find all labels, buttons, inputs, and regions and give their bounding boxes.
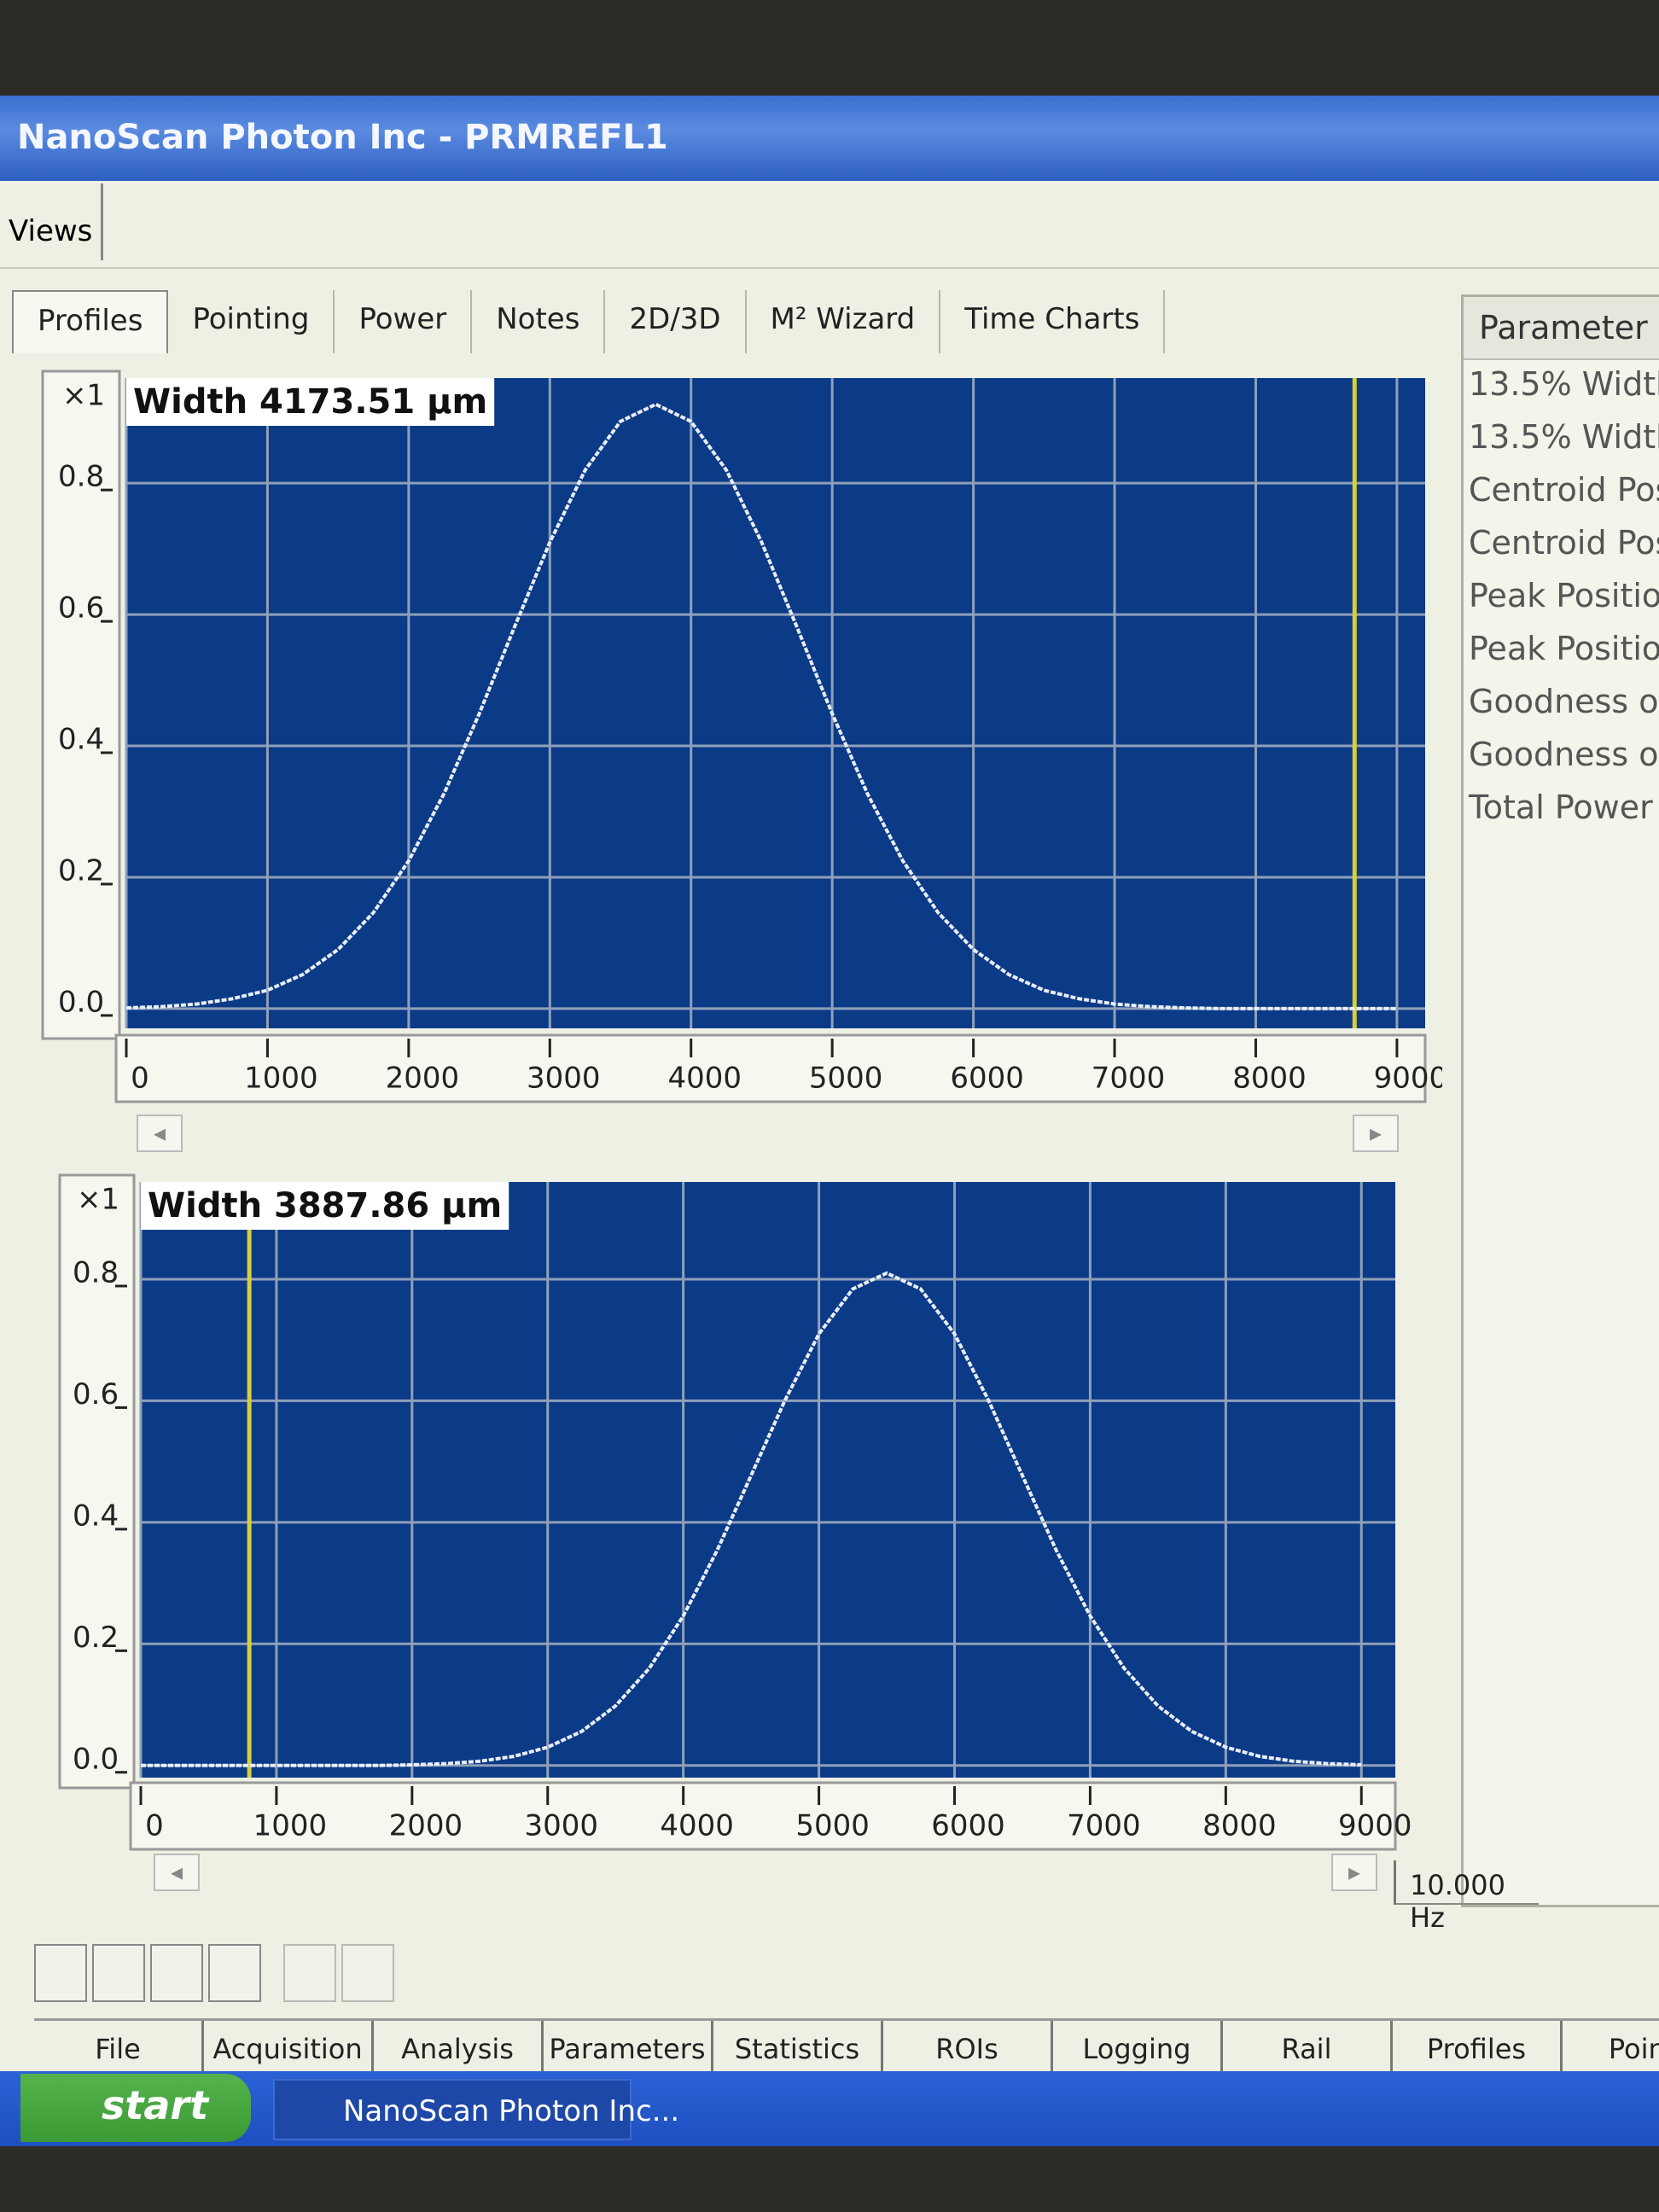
- menu-bar: Views: [0, 183, 1659, 269]
- profile-chart: ×1 0.0 0.2 0.4 0.6 0.8 0 1000 2000 3000 4000 5000 60…: [41, 370, 1442, 1103]
- bottom-tab[interactable]: ROIs: [883, 2021, 1053, 2071]
- x-axis-strip: [129, 1781, 1397, 1851]
- x-tick-label: 7000: [1067, 1809, 1141, 1843]
- bottom-tab[interactable]: Pointi: [1563, 2021, 1659, 2071]
- y-tick-label: 0.6: [73, 1377, 119, 1412]
- menu-item[interactable]: Views: [0, 183, 104, 260]
- bottom-tab[interactable]: Rail: [1223, 2021, 1393, 2071]
- tab[interactable]: Profiles: [12, 290, 169, 353]
- save-button[interactable]: [150, 1944, 203, 2002]
- play-button[interactable]: [341, 1944, 394, 2002]
- parameter-row: Peak Positio: [1469, 577, 1659, 614]
- bottom-tab[interactable]: Analysis: [374, 2021, 544, 2071]
- annotation: Width 3887.86 µm: [148, 1186, 502, 1225]
- x-axis-strip: [114, 1033, 1427, 1103]
- x-tick-label: 2000: [389, 1809, 463, 1843]
- x-tick-label: 2000: [386, 1062, 460, 1096]
- start-button[interactable]: start: [20, 2074, 251, 2142]
- x-tick-label: 4000: [667, 1062, 742, 1096]
- tab[interactable]: Power: [335, 290, 473, 353]
- plot-area: [126, 378, 1425, 1028]
- y-tick-label: 0.4: [58, 723, 104, 757]
- x-tick-label: 0: [131, 1062, 149, 1096]
- bottom-tab[interactable]: Statistics: [713, 2021, 883, 2071]
- open-button[interactable]: [92, 1944, 145, 2002]
- bottom-tabs: File Acquisition Analysis Parameters Statist…: [34, 2018, 1659, 2071]
- x-tick-label: 3000: [527, 1062, 601, 1096]
- scroll-left[interactable]: ◂: [137, 1115, 183, 1152]
- y-tick-label: 0.2: [58, 853, 104, 888]
- parameter-row: 13.5% Width: [1469, 365, 1659, 403]
- window-title: NanoScan Photon Inc - PRMREFL1: [0, 96, 1659, 181]
- profile-curve: [125, 402, 1397, 1010]
- bottom-tab[interactable]: Logging: [1053, 2021, 1223, 2071]
- scroll-right[interactable]: ▸: [1331, 1854, 1377, 1891]
- scroll-right[interactable]: ▸: [1353, 1115, 1399, 1152]
- x-tick-label: 4000: [660, 1809, 734, 1843]
- y-tick-label: 0.8: [73, 1255, 119, 1289]
- tab[interactable]: Pointing: [168, 290, 335, 353]
- tab[interactable]: 2D/3D: [605, 290, 747, 353]
- x-tick-label: 0: [145, 1809, 164, 1843]
- x-tick-label: 1000: [244, 1062, 318, 1096]
- annotation: Width 4173.51 µm: [133, 382, 487, 422]
- rate-display: 10.000 Hz: [1394, 1860, 1539, 1934]
- y-tick-label: 0.4: [73, 1499, 119, 1533]
- tab[interactable]: M² Wizard: [747, 290, 941, 353]
- parameter-row: Centroid Pos: [1469, 471, 1659, 509]
- panel-header: Parameter: [1464, 297, 1659, 360]
- y-tick-label: 0.2: [73, 1621, 119, 1655]
- parameter-row: Goodness of: [1469, 683, 1659, 720]
- y-axis-strip: [58, 1173, 136, 1790]
- new-button[interactable]: [34, 1944, 87, 2002]
- y-tick-label: 0.0: [58, 985, 104, 1019]
- x-tick-label: 8000: [1232, 1062, 1307, 1096]
- y-tick-label: 0.0: [73, 1742, 119, 1776]
- x-tick-label: 7000: [1091, 1062, 1166, 1096]
- x-tick-label: 9000: [1374, 1062, 1442, 1096]
- parameter-row: Peak Positio: [1469, 630, 1659, 667]
- print-button[interactable]: [208, 1944, 261, 2002]
- y-tick-label: 0.6: [58, 591, 104, 626]
- task-button[interactable]: NanoScan Photon Inc...: [273, 2079, 679, 2140]
- copy-button[interactable]: [283, 1944, 336, 2002]
- x-tick-label: 5000: [795, 1809, 870, 1843]
- bottom-tab[interactable]: File: [34, 2021, 204, 2071]
- parameter-row: Centroid Pos: [1469, 524, 1659, 562]
- bottom-tab[interactable]: Profiles: [1393, 2021, 1563, 2071]
- x-tick-label: 1000: [253, 1809, 328, 1843]
- plot-area: [141, 1182, 1395, 1778]
- x-tick-label: 5000: [809, 1062, 883, 1096]
- scale-label: ×1: [62, 379, 105, 413]
- parameter-row: Total Power [: [1469, 789, 1659, 826]
- tab[interactable]: Notes: [472, 290, 606, 353]
- bottom-tab[interactable]: Acquisition: [204, 2021, 374, 2071]
- bottom-tab[interactable]: Parameters: [544, 2021, 713, 2071]
- tab-bar: Profiles Pointing Power Notes 2D/3D M² Wizard…: [12, 290, 1166, 353]
- parameter-row: 13.5% Width: [1469, 418, 1659, 456]
- profile-chart: ×1 0.0 0.2 0.4 0.6 0.8 0 1000 2000 3000 4000 5000 60…: [58, 1173, 1412, 1851]
- x-tick-label: 3000: [524, 1809, 598, 1843]
- x-tick-label: 9000: [1338, 1809, 1412, 1843]
- scroll-left[interactable]: ◂: [154, 1854, 200, 1891]
- x-tick-label: 6000: [931, 1809, 1005, 1843]
- x-tick-label: 6000: [950, 1062, 1024, 1096]
- scale-label: ×1: [77, 1183, 119, 1217]
- bezel: [0, 2146, 1659, 2212]
- parameter-row: Goodness of: [1469, 736, 1659, 773]
- annotation-box: [126, 378, 495, 426]
- tab[interactable]: Time Charts: [940, 290, 1166, 353]
- annotation-box: [141, 1182, 509, 1230]
- y-tick-label: 0.8: [58, 460, 104, 494]
- y-axis-strip: [41, 370, 121, 1040]
- parameter-panel: Parameter 13.5% Width 13.5% Width Centroid …: [1461, 294, 1659, 1907]
- x-tick-label: 8000: [1202, 1809, 1277, 1843]
- toolbar: [34, 1944, 394, 2004]
